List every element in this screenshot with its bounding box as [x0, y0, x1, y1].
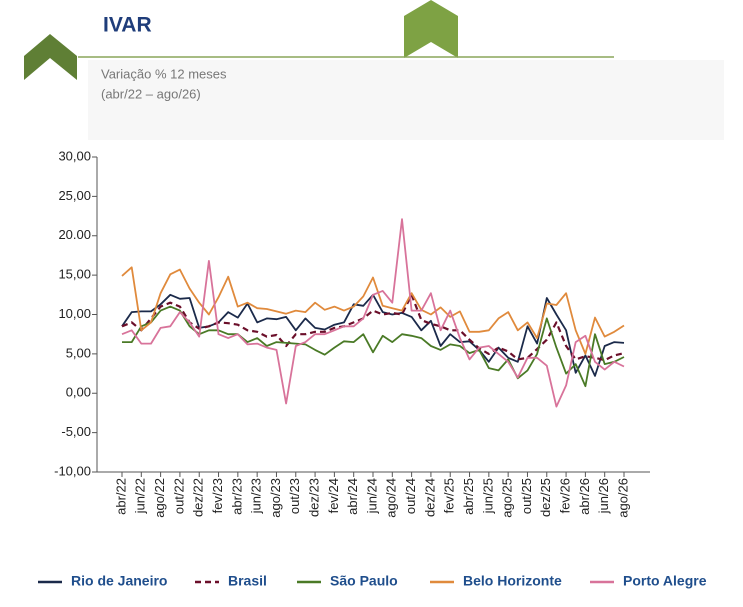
x-tick-label: abr/23 — [229, 478, 244, 515]
x-tick-label: dez/25 — [538, 478, 553, 517]
x-tick-label: abr/25 — [461, 478, 476, 515]
x-tick-label: out/22 — [171, 478, 186, 514]
x-tick-label: ago/24 — [384, 478, 399, 518]
x-tick-label: abr/26 — [577, 478, 592, 515]
x-tick-label: dez/22 — [191, 478, 206, 517]
y-tick-label: 20.00 — [58, 227, 91, 242]
x-tick-label: ago/23 — [268, 478, 283, 518]
x-tick-label: jun/26 — [596, 478, 611, 514]
x-tick-label: abr/24 — [345, 478, 360, 515]
x-tick-label: fev/25 — [442, 478, 457, 513]
legend-label: Porto Alegre — [623, 573, 707, 589]
legend-label: São Paulo — [330, 573, 398, 589]
x-tick-label: ago/26 — [615, 478, 630, 518]
y-tick-label: 5,00 — [66, 345, 91, 360]
series-line — [122, 305, 625, 388]
x-tick-label: dez/23 — [307, 478, 322, 517]
x-tick-label: out/23 — [287, 478, 302, 514]
y-tick-label: 10,00 — [58, 306, 91, 321]
y-tick-label: 15,00 — [58, 267, 91, 282]
x-tick-label: out/24 — [403, 478, 418, 514]
y-tick-label: -10,00 — [54, 463, 91, 478]
header-band — [88, 60, 724, 140]
plot — [121, 218, 625, 408]
x-tick-label: jun/25 — [480, 478, 495, 514]
y-tick-label: 0,00 — [66, 385, 91, 400]
x-tick-label: jun/23 — [249, 478, 264, 514]
legend-label: Brasil — [228, 573, 267, 589]
x-tick-label: jun/24 — [364, 478, 379, 514]
series-line — [121, 266, 625, 355]
x-tick-label: fev/26 — [558, 478, 573, 513]
x-tick-label: jun/22 — [133, 478, 148, 514]
y-tick-label: -5,00 — [61, 424, 91, 439]
x-tick-label: fev/23 — [210, 478, 225, 513]
x-tick-label: ago/25 — [500, 478, 515, 518]
series-line — [121, 293, 625, 362]
plot-area — [97, 157, 650, 472]
page-title: IVAR — [103, 14, 152, 37]
x-tick-label: fev/24 — [326, 478, 341, 513]
legend-label: Rio de Janeiro — [71, 573, 167, 589]
tab-icon — [404, 0, 458, 58]
x-tick-label: ago/22 — [152, 478, 167, 518]
period: (abr/22 – ago/26) — [101, 86, 201, 101]
series-line — [121, 218, 625, 408]
subtitle: Variação % 12 meses — [101, 66, 227, 81]
legend-label: Belo Horizonte — [463, 573, 562, 589]
y-tick-label: 30,00 — [58, 148, 91, 163]
x-tick-label: abr/22 — [113, 478, 128, 515]
y-tick-label: 25,00 — [58, 188, 91, 203]
chevron-icon — [24, 34, 77, 80]
x-tick-label: out/25 — [519, 478, 534, 514]
x-tick-label: dez/24 — [422, 478, 437, 517]
